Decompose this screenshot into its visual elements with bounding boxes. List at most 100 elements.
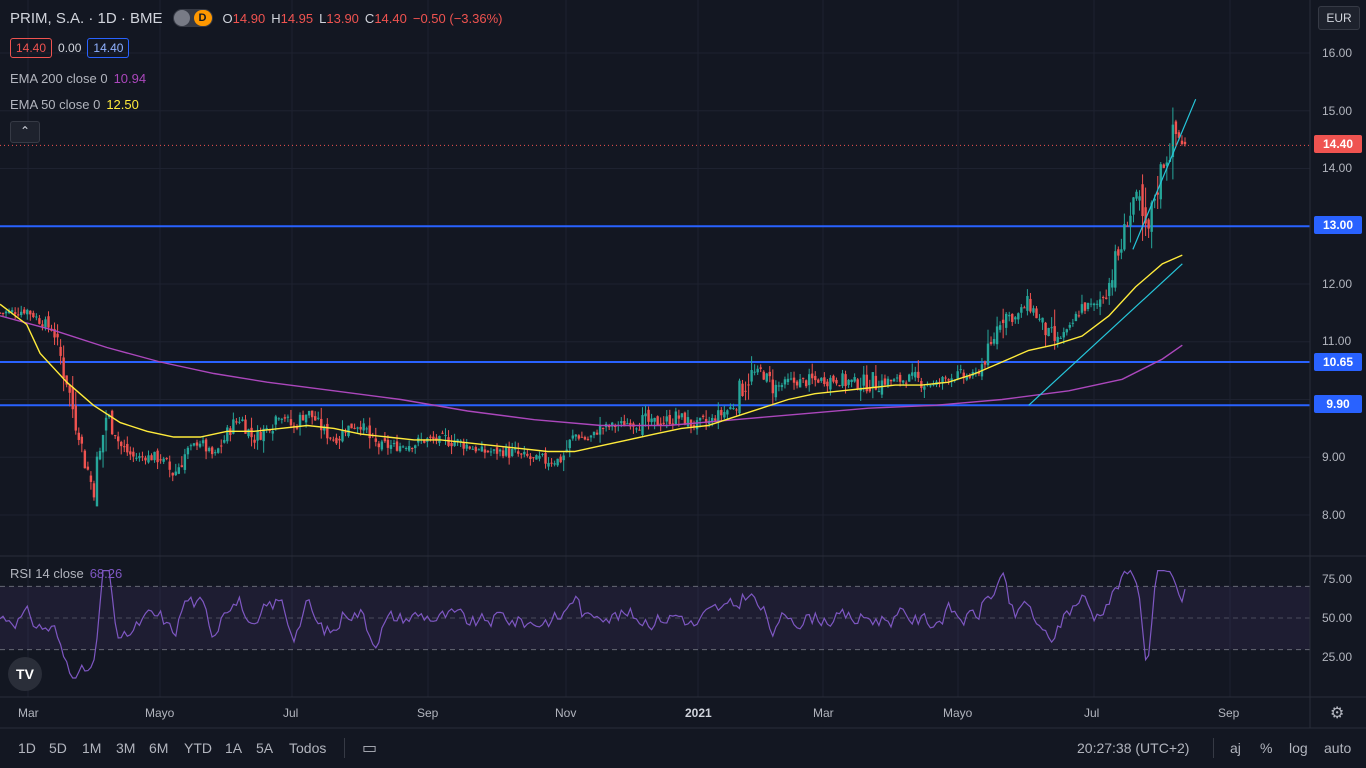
- candle-body: [529, 456, 532, 459]
- candle-body: [892, 379, 896, 382]
- candle-body: [914, 371, 917, 378]
- candle-body: [498, 449, 502, 452]
- candle-body: [495, 447, 499, 454]
- candle-body: [814, 375, 817, 381]
- rsi-y-tick: 50.00: [1322, 611, 1353, 625]
- candle-body: [523, 451, 526, 455]
- candle-body: [10, 310, 14, 313]
- candle-body: [1141, 184, 1144, 217]
- candle-body: [865, 374, 868, 392]
- symbol-title[interactable]: PRIM, S.A. · 1D · BME: [10, 9, 163, 27]
- clock-time[interactable]: 20:27:38 (UTC+2): [1077, 740, 1190, 756]
- trendline: [1132, 98, 1197, 250]
- candle-body: [1147, 219, 1150, 229]
- candle-body: [698, 417, 702, 421]
- candle-body: [489, 451, 493, 453]
- candle-body: [662, 422, 665, 424]
- current-price-tag: 14.40: [1314, 135, 1362, 153]
- log-button[interactable]: log: [1289, 740, 1308, 756]
- candle-body: [183, 454, 187, 470]
- candle-body: [801, 377, 805, 379]
- candle-body: [1083, 302, 1087, 311]
- range-1m[interactable]: 1M: [82, 740, 102, 756]
- candle-body: [123, 446, 126, 448]
- candle-body: [277, 418, 281, 420]
- candle-body: [274, 416, 277, 425]
- range-todos[interactable]: Todos: [289, 740, 327, 756]
- x-tick: 2021: [685, 706, 712, 720]
- candle-body: [714, 418, 717, 421]
- candle-body: [59, 346, 62, 356]
- ask-box[interactable]: 14.40: [87, 38, 130, 58]
- gear-icon[interactable]: ⚙: [1330, 705, 1345, 722]
- auto-button[interactable]: auto: [1324, 740, 1352, 756]
- candle-body: [483, 449, 487, 453]
- candle-body: [126, 443, 129, 453]
- quote-row: 14.40 0.00 14.40: [10, 38, 130, 58]
- rsi-legend[interactable]: RSI 14 close 68.26: [10, 566, 122, 581]
- tradingview-logo[interactable]: TV: [8, 657, 42, 691]
- candle-body: [774, 384, 778, 398]
- range-1a[interactable]: 1A: [225, 740, 243, 756]
- candle-body: [1114, 251, 1117, 288]
- candle-body: [680, 413, 684, 418]
- candle-body: [407, 446, 411, 451]
- range-5a[interactable]: 5A: [256, 740, 274, 756]
- rsi-y-tick: 25.00: [1322, 650, 1353, 664]
- candle-body: [507, 447, 511, 458]
- candle-body: [771, 379, 775, 394]
- adjust-button[interactable]: aj: [1230, 740, 1241, 756]
- candle-body: [880, 380, 884, 395]
- candle-body: [92, 483, 96, 498]
- candle-body: [241, 419, 244, 422]
- percent-button[interactable]: %: [1260, 740, 1273, 756]
- candle-body: [326, 423, 329, 439]
- candle-body: [701, 415, 705, 417]
- ema200-legend[interactable]: EMA 200 close 0 10.94: [10, 71, 146, 86]
- collapse-legend-button[interactable]: ⌃: [10, 121, 40, 143]
- candle-body: [86, 466, 90, 470]
- x-tick: Mayo: [943, 706, 973, 720]
- range-3m[interactable]: 3M: [116, 740, 136, 756]
- candle-body: [165, 458, 168, 460]
- candle-body: [477, 449, 481, 451]
- candle-body: [650, 418, 653, 423]
- candle-body: [592, 431, 596, 436]
- candle-body: [95, 456, 99, 507]
- candle-body: [1038, 318, 1041, 320]
- visibility-toggle[interactable]: D: [172, 9, 213, 27]
- range-5d[interactable]: 5D: [49, 740, 67, 756]
- candles: [0, 107, 1187, 507]
- range-ytd[interactable]: YTD: [184, 740, 212, 756]
- candle-body: [817, 379, 820, 383]
- close-value: 14.40: [374, 10, 407, 26]
- candle-body: [447, 437, 450, 446]
- candle-body: [186, 447, 190, 455]
- calendar-icon[interactable]: ▭: [362, 740, 378, 757]
- ema50-legend[interactable]: EMA 50 close 0 12.50: [10, 97, 139, 112]
- candle-body: [465, 444, 468, 449]
- range-6m[interactable]: 6M: [149, 740, 169, 756]
- low-value: 13.90: [326, 10, 359, 26]
- candle-body: [53, 329, 56, 338]
- candle-body: [1053, 326, 1056, 341]
- candle-body: [304, 414, 308, 423]
- candle-body: [68, 385, 71, 393]
- candle-body: [159, 459, 162, 461]
- candle-body: [514, 448, 517, 450]
- candle-body: [135, 457, 138, 459]
- candle-body: [877, 390, 881, 393]
- candle-body: [947, 379, 950, 381]
- candle-body: [1059, 337, 1062, 339]
- candle-body: [320, 418, 323, 431]
- currency-select[interactable]: EUR: [1318, 6, 1360, 30]
- candle-body: [656, 416, 659, 426]
- eye-icon: [173, 10, 190, 26]
- candle-body: [610, 422, 614, 427]
- candle-body: [1177, 132, 1181, 138]
- candle-body: [583, 437, 587, 440]
- candle-body: [653, 417, 656, 422]
- bid-box[interactable]: 14.40: [10, 38, 53, 58]
- range-1d[interactable]: 1D: [18, 740, 36, 756]
